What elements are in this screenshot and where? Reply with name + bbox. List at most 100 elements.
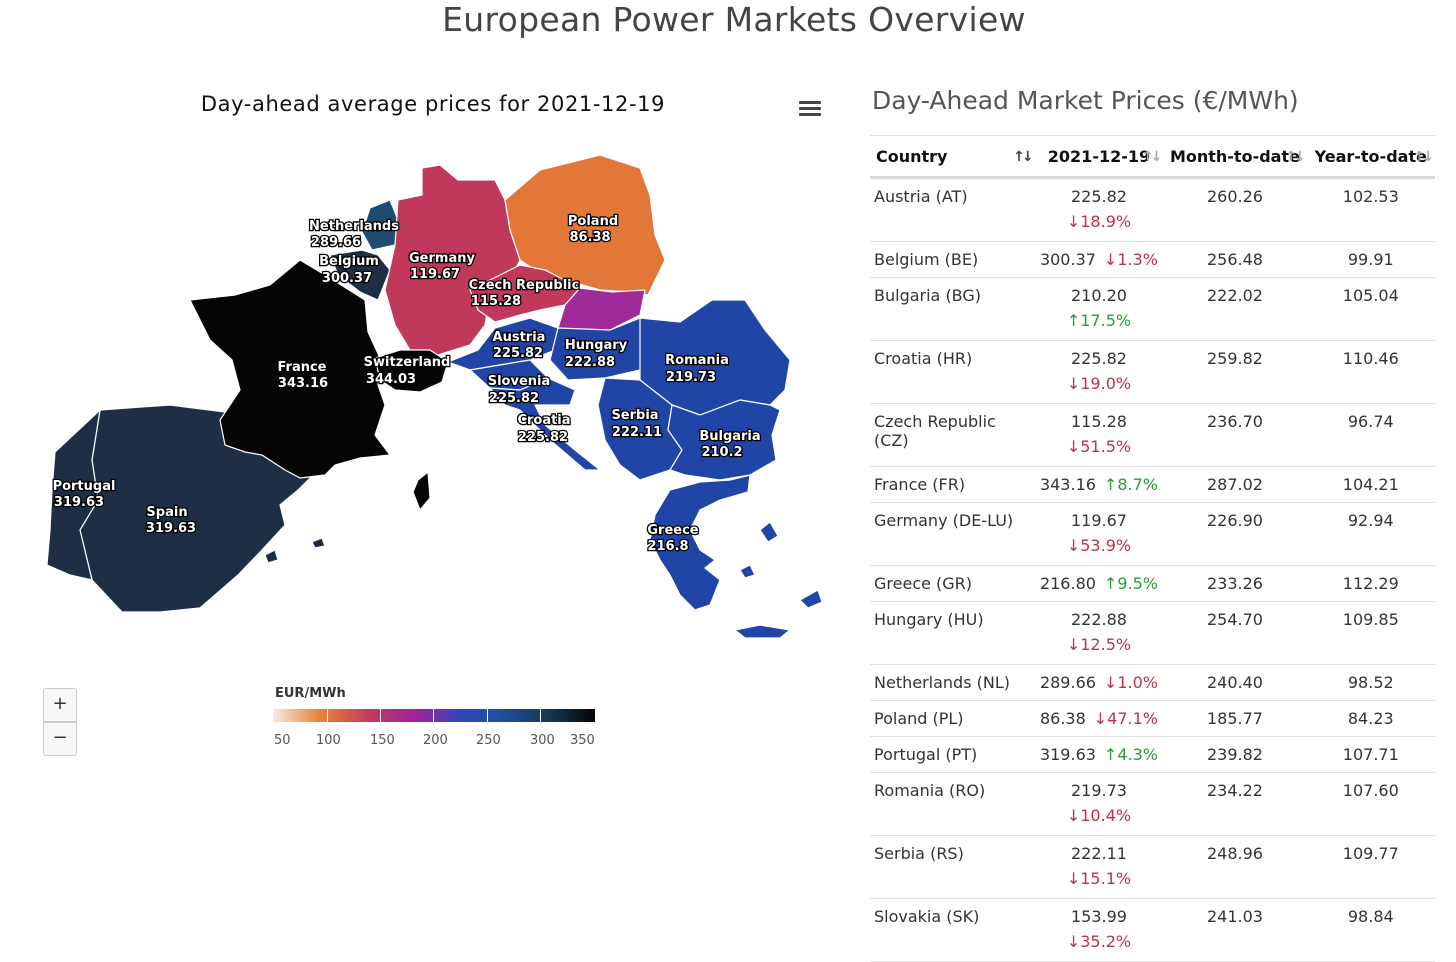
cell-price: 300.37 ↓1.3% (1034, 241, 1164, 278)
label-germany-name: Germany (409, 251, 475, 266)
zoom-in-button[interactable]: + (43, 688, 77, 722)
country-bulgaria[interactable] (667, 399, 781, 481)
country-poland[interactable] (504, 154, 666, 296)
price-value: 219.73 (1070, 781, 1127, 800)
label-austria-value: 225.82 (493, 346, 543, 361)
zoom-out-button[interactable]: − (43, 722, 77, 756)
prices-table: Country ↑↓ 2021-12-19 ↑↓ Month-to-date ↑… (870, 135, 1435, 962)
label-serbia-name: Serbia (611, 408, 658, 423)
sort-icon[interactable]: ↑↓ (1285, 149, 1306, 165)
price-value: 222.11 (1070, 844, 1127, 863)
price-value: 222.88 (1070, 610, 1127, 629)
country-switzerland[interactable] (374, 349, 449, 393)
cell-year-to-date: 109.77 (1306, 835, 1435, 899)
sort-icon[interactable]: ↑↓ (1413, 149, 1435, 165)
cell-price: 343.16 ↑8.7% (1034, 466, 1164, 503)
label-portugal-name: Portugal (53, 479, 116, 494)
cell-year-to-date: 96.74 (1306, 403, 1435, 467)
change-indicator: ↑4.3% (1103, 745, 1158, 764)
cell-price: 86.38 ↓47.1% (1034, 700, 1164, 737)
table-row: Netherlands (NL) 289.66 ↓1.0% 240.40 98.52 (870, 664, 1435, 701)
change-indicator: ↑8.7% (1103, 475, 1158, 494)
label-switzerland-name: Switzerland (364, 355, 451, 370)
cell-year-to-date: 102.53 (1306, 177, 1435, 242)
cell-country: Germany (DE-LU) (870, 502, 1035, 566)
table-row: Croatia (HR) 225.82 ↓19.0% 259.82 110.46 (870, 340, 1435, 404)
label-portugal-value: 319.63 (54, 495, 104, 510)
cell-price: 222.11 ↓15.1% (1034, 835, 1164, 899)
europe-choropleth-map[interactable]: Netherlands 289.66 Belgium 300.37 German… (0, 60, 860, 939)
cell-country: Serbia (RS) (870, 835, 1035, 899)
cell-price: 119.67 ↓53.9% (1034, 502, 1164, 566)
change-indicator: ↓12.5% (1066, 635, 1132, 654)
country-france[interactable] (189, 259, 392, 479)
sort-icon[interactable]: ↑↓ (1013, 149, 1034, 165)
cell-price: 225.82 ↓18.9% (1034, 177, 1164, 242)
legend-tick-label: 100 (316, 733, 341, 748)
sort-icon[interactable]: ↑↓ (1141, 149, 1163, 165)
cell-price: 153.99 ↓35.2% (1034, 898, 1164, 962)
header-country[interactable]: Country ↑↓ (870, 135, 1035, 179)
label-serbia-value: 222.11 (612, 425, 662, 440)
change-indicator: ↓10.4% (1066, 806, 1132, 825)
table-row: Belgium (BE) 300.37 ↓1.3% 256.48 99.91 (870, 241, 1435, 278)
table-row: Germany (DE-LU) 119.67 ↓53.9% 226.90 92.94 (870, 502, 1435, 566)
label-romania-name: Romania (665, 353, 729, 368)
price-value: 115.28 (1070, 412, 1127, 431)
cell-year-to-date: 112.29 (1306, 565, 1435, 602)
label-greece-name: Greece (647, 523, 698, 538)
cell-price: 289.66 ↓1.0% (1034, 664, 1164, 701)
country-greek-islands[interactable] (733, 521, 823, 639)
cell-country: Greece (GR) (870, 565, 1035, 602)
header-month-to-date[interactable]: Month-to-date ↑↓ (1163, 135, 1307, 179)
country-belgium[interactable] (329, 249, 391, 301)
country-portugal[interactable] (46, 408, 101, 581)
price-value: 289.66 (1039, 673, 1096, 692)
cell-price: 115.28 ↓51.5% (1034, 403, 1164, 467)
header-date[interactable]: 2021-12-19 ↑↓ (1034, 135, 1164, 179)
cell-country: France (FR) (870, 466, 1035, 503)
header-ytd-label: Year-to-date (1314, 146, 1427, 166)
legend-tick-label: 200 (423, 733, 448, 748)
label-austria-name: Austria (493, 330, 546, 345)
label-croatia-name: Croatia (517, 413, 570, 428)
cell-year-to-date: 109.85 (1306, 601, 1435, 665)
cell-year-to-date: 84.23 (1306, 700, 1435, 737)
cell-country: Bulgaria (BG) (870, 277, 1035, 341)
cell-month-to-date: 259.82 (1163, 340, 1307, 404)
map-title: Day-ahead average prices for 2021-12-19 (200, 92, 666, 116)
legend-divider (487, 709, 488, 722)
hamburger-menu-icon[interactable] (796, 98, 824, 122)
label-belgium-name: Belgium (319, 254, 379, 269)
table-row: Poland (PL) 86.38 ↓47.1% 185.77 84.23 (870, 700, 1435, 737)
cell-month-to-date: 226.90 (1163, 502, 1307, 566)
legend-divider (433, 709, 434, 722)
page-title: European Power Markets Overview (442, 0, 1026, 39)
country-croatia[interactable] (488, 377, 602, 471)
cell-month-to-date: 240.40 (1163, 664, 1307, 701)
label-spain-name: Spain (146, 505, 187, 520)
label-bulgaria-value: 210.2 (701, 445, 742, 460)
label-czech-value: 115.28 (471, 294, 521, 309)
price-value: 300.37 (1039, 250, 1096, 269)
header-year-to-date[interactable]: Year-to-date ↑↓ (1306, 135, 1435, 179)
cell-country: Croatia (HR) (870, 340, 1035, 404)
change-indicator: ↓15.1% (1066, 869, 1132, 888)
cell-month-to-date: 287.02 (1163, 466, 1307, 503)
label-germany-value: 119.67 (410, 267, 460, 282)
country-greece[interactable] (649, 474, 751, 611)
country-corsica[interactable] (412, 470, 431, 512)
legend-color-bar (273, 709, 595, 722)
legend-tick-label: 350 (570, 733, 595, 748)
country-balearic[interactable] (264, 537, 326, 564)
cell-country: Netherlands (NL) (870, 664, 1035, 701)
cell-month-to-date: 241.03 (1163, 898, 1307, 962)
table-row: Slovakia (SK) 153.99 ↓35.2% 241.03 98.84 (870, 898, 1435, 962)
legend-divider (327, 709, 328, 722)
table-row: Bulgaria (BG) 210.20 ↑17.5% 222.02 105.04 (870, 277, 1435, 341)
table-row: Romania (RO) 219.73 ↓10.4% 234.22 107.60 (870, 772, 1435, 836)
label-bulgaria-name: Bulgaria (699, 429, 760, 444)
label-slovenia-name: Slovenia (488, 374, 551, 389)
cell-month-to-date: 248.96 (1163, 835, 1307, 899)
cell-year-to-date: 92.94 (1306, 502, 1435, 566)
